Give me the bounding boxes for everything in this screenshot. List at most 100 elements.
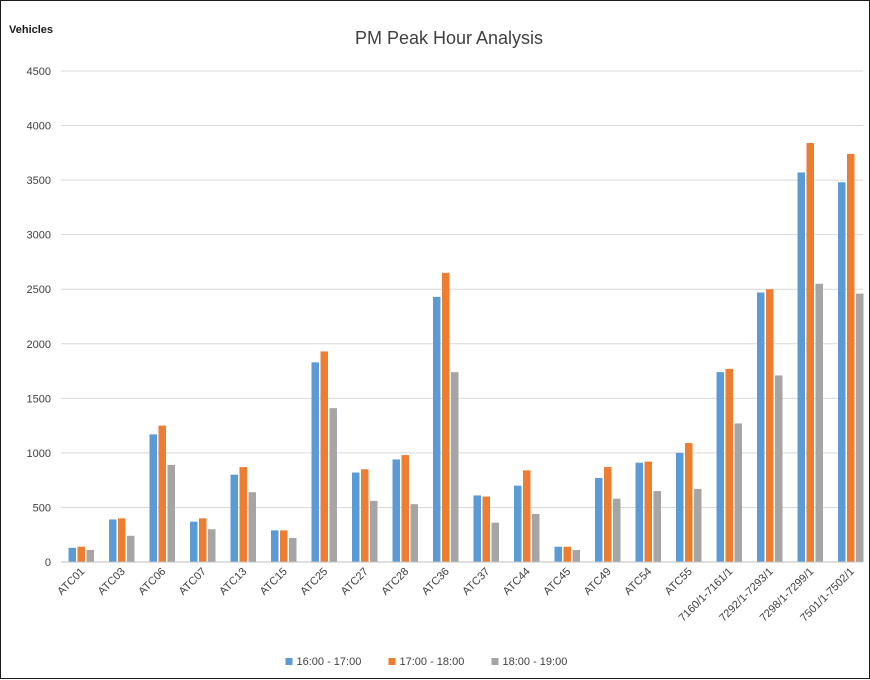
bar (797, 172, 805, 562)
bar (847, 153, 855, 562)
y-tick-label: 2500 (27, 284, 51, 296)
x-tick-label: ATC07 (177, 566, 209, 598)
bar (77, 546, 85, 562)
bar (473, 495, 481, 562)
bar (361, 469, 369, 562)
y-tick-label: 4000 (27, 121, 51, 133)
x-tick-label: ATC54 (622, 566, 654, 598)
legend-label: 18:00 - 19:00 (503, 656, 568, 668)
bar (329, 408, 337, 562)
x-tick-label: ATC36 (420, 566, 452, 598)
legend-item: 18:00 - 19:00 (491, 656, 568, 668)
bar (523, 470, 531, 562)
bar (838, 182, 846, 562)
legend-item: 16:00 - 17:00 (285, 656, 362, 668)
x-tick-label: ATC13 (217, 566, 249, 598)
bar (653, 491, 661, 562)
x-tick-label: ATC49 (582, 566, 614, 598)
legend-swatch (388, 658, 396, 665)
bar (311, 362, 319, 562)
bar (757, 292, 765, 562)
bar (320, 351, 328, 562)
legend-label: 16:00 - 17:00 (297, 656, 362, 668)
y-tick-label: 4500 (27, 66, 51, 78)
bar (451, 372, 459, 562)
bar (118, 518, 126, 562)
bar (370, 500, 378, 562)
bar (734, 423, 742, 562)
x-tick-label: ATC06 (136, 566, 168, 598)
x-tick-label: ATC37 (460, 566, 492, 598)
bar (613, 498, 621, 562)
bar (401, 455, 409, 562)
bar (604, 467, 612, 562)
x-tick-label: ATC15 (258, 566, 290, 598)
bar (856, 293, 864, 562)
x-tick-label: ATC03 (96, 566, 128, 598)
bar (239, 467, 247, 562)
bar (190, 521, 198, 562)
bar (676, 452, 684, 562)
legend-swatch (285, 658, 293, 665)
bar (491, 522, 499, 562)
bar (806, 143, 814, 562)
bar (127, 535, 135, 562)
bar (280, 530, 288, 562)
bar (410, 504, 418, 562)
bar (230, 474, 238, 562)
gridlines (61, 70, 863, 508)
y-tick-label: 3000 (27, 230, 51, 242)
x-tick-label: ATC55 (663, 566, 695, 598)
bar (442, 272, 450, 562)
x-axis-ticks: ATC01 ATC03 ATC06 ATC07 ATC13 ATC15 ATC25 ATC27… (55, 566, 857, 625)
bar (595, 477, 603, 562)
chart-title: PM Peak Hour Analysis (355, 28, 543, 48)
y-tick-label: 500 (33, 502, 51, 514)
x-tick-label: ATC45 (541, 566, 573, 598)
bar (514, 485, 522, 562)
bar (86, 549, 94, 562)
bar (352, 472, 360, 562)
bar (158, 425, 166, 562)
bar (644, 461, 652, 562)
y-tick-label: 1500 (27, 393, 51, 405)
bar (563, 546, 571, 562)
bar (433, 296, 441, 562)
bar (635, 462, 643, 562)
bar (289, 537, 297, 562)
legend-label: 17:00 - 18:00 (400, 656, 465, 668)
y-tick-label: 1000 (27, 448, 51, 460)
bar (554, 546, 562, 562)
x-tick-label: ATC01 (55, 566, 87, 598)
y-tick-label: 2000 (27, 339, 51, 351)
y-axis-label: Vehicles (9, 24, 53, 36)
legend-swatch (491, 658, 499, 665)
x-tick-label: ATC27 (339, 566, 371, 598)
y-axis-ticks: 0 500 1000 1500 2000 2500 3000 3500 4000 4500 (27, 66, 51, 569)
bar (685, 443, 693, 562)
x-tick-label: ATC25 (298, 566, 330, 598)
bar (482, 496, 490, 562)
bar (271, 530, 279, 562)
x-tick-label: ATC28 (379, 566, 411, 598)
bar (532, 513, 540, 562)
legend: 16:00 - 17:00 17:00 - 18:00 18:00 - 19:00 (285, 656, 568, 668)
x-tick-label: ATC44 (501, 566, 533, 598)
bar (199, 518, 207, 562)
legend-item: 17:00 - 18:00 (388, 656, 465, 668)
bar (149, 434, 157, 562)
bar (248, 492, 256, 562)
bar (572, 549, 580, 562)
y-tick-label: 3500 (27, 175, 51, 187)
bar (208, 529, 216, 562)
bar (716, 372, 724, 562)
bar (109, 519, 117, 562)
bar (694, 488, 702, 562)
bar (167, 464, 175, 562)
bar (815, 283, 823, 562)
bars (68, 143, 864, 562)
bar (766, 289, 774, 562)
bar (68, 547, 76, 562)
